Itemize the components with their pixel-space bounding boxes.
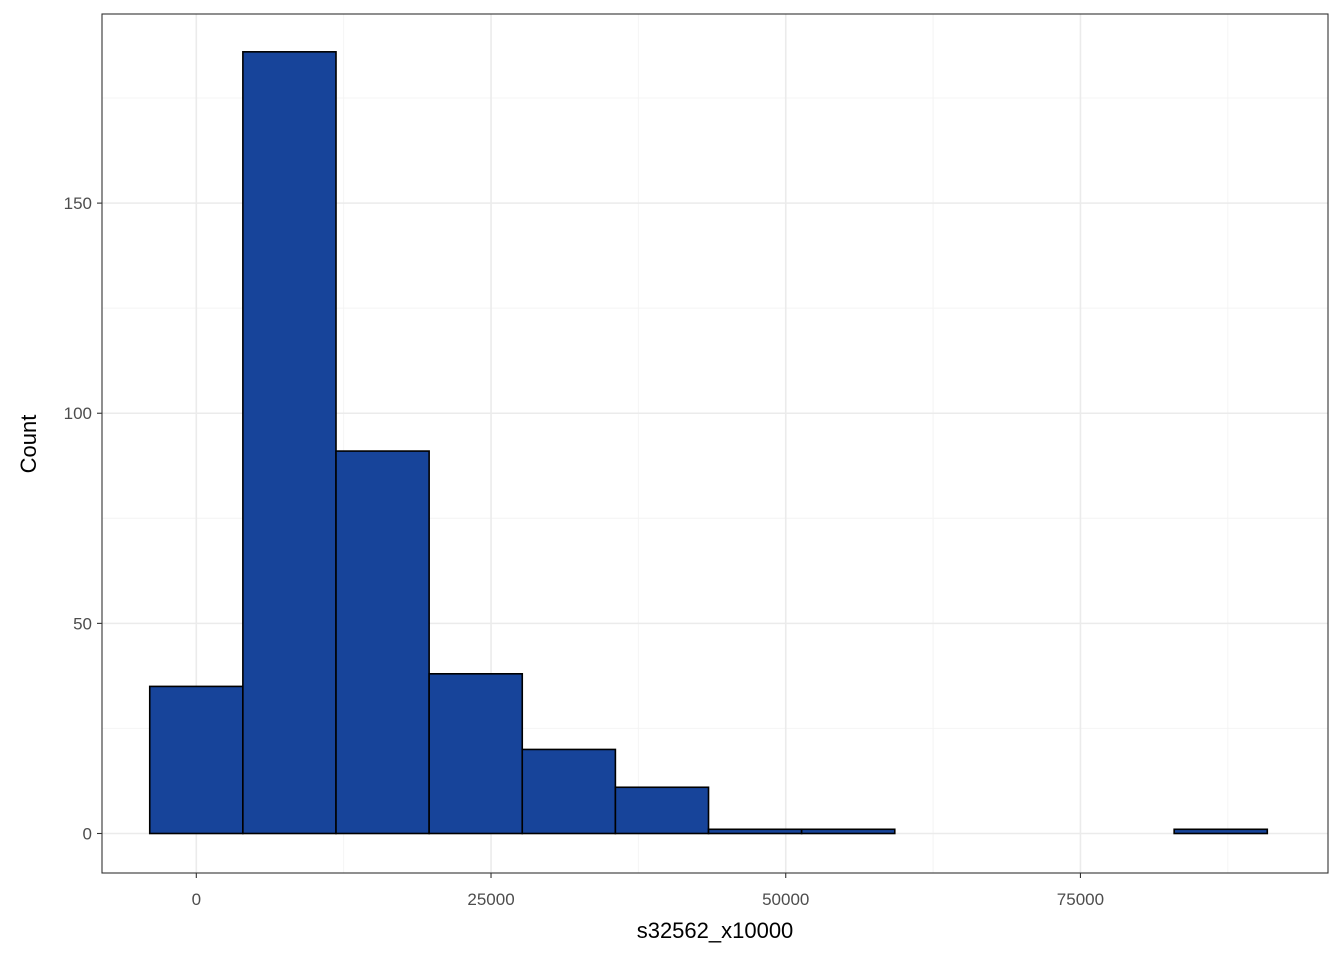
y-axis: 0 50 100 150 (64, 194, 102, 843)
histogram-bar-3 (335, 450, 430, 835)
y-axis-title: Count (16, 415, 41, 474)
y-tick-label: 0 (83, 824, 92, 843)
histogram-bar-7 (707, 828, 803, 835)
x-tick-label: 25000 (467, 890, 514, 909)
x-axis: 0 25000 50000 75000 (192, 873, 1104, 909)
histogram-bars (148, 51, 1269, 835)
histogram-bar-4 (428, 672, 524, 835)
x-tick-label: 75000 (1057, 890, 1104, 909)
x-tick-label: 50000 (762, 890, 809, 909)
histogram-bar-8 (800, 828, 896, 835)
histogram-bar-12 (1173, 828, 1269, 835)
histogram-bar-1 (148, 685, 244, 835)
histogram-bar-5 (521, 748, 617, 835)
y-tick-label: 100 (64, 404, 92, 423)
y-tick-label: 150 (64, 194, 92, 213)
panel-border (101, 13, 1329, 874)
x-axis-title: s32562_x10000 (637, 918, 794, 943)
x-tick-label: 0 (192, 890, 201, 909)
y-tick-label: 50 (73, 614, 92, 633)
histogram-bar-6 (614, 786, 710, 835)
histogram-bar-2 (242, 51, 337, 835)
